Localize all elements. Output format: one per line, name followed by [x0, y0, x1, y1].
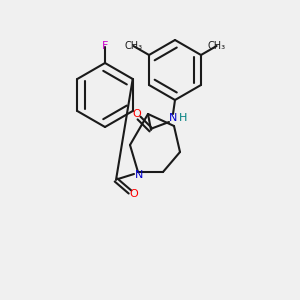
Text: H: H: [179, 113, 187, 123]
Text: F: F: [102, 41, 108, 51]
Text: O: O: [133, 109, 141, 119]
Text: N: N: [135, 170, 143, 180]
Text: CH₃: CH₃: [208, 41, 226, 51]
Text: O: O: [130, 189, 138, 199]
Text: N: N: [169, 113, 177, 123]
Text: CH₃: CH₃: [124, 41, 142, 51]
